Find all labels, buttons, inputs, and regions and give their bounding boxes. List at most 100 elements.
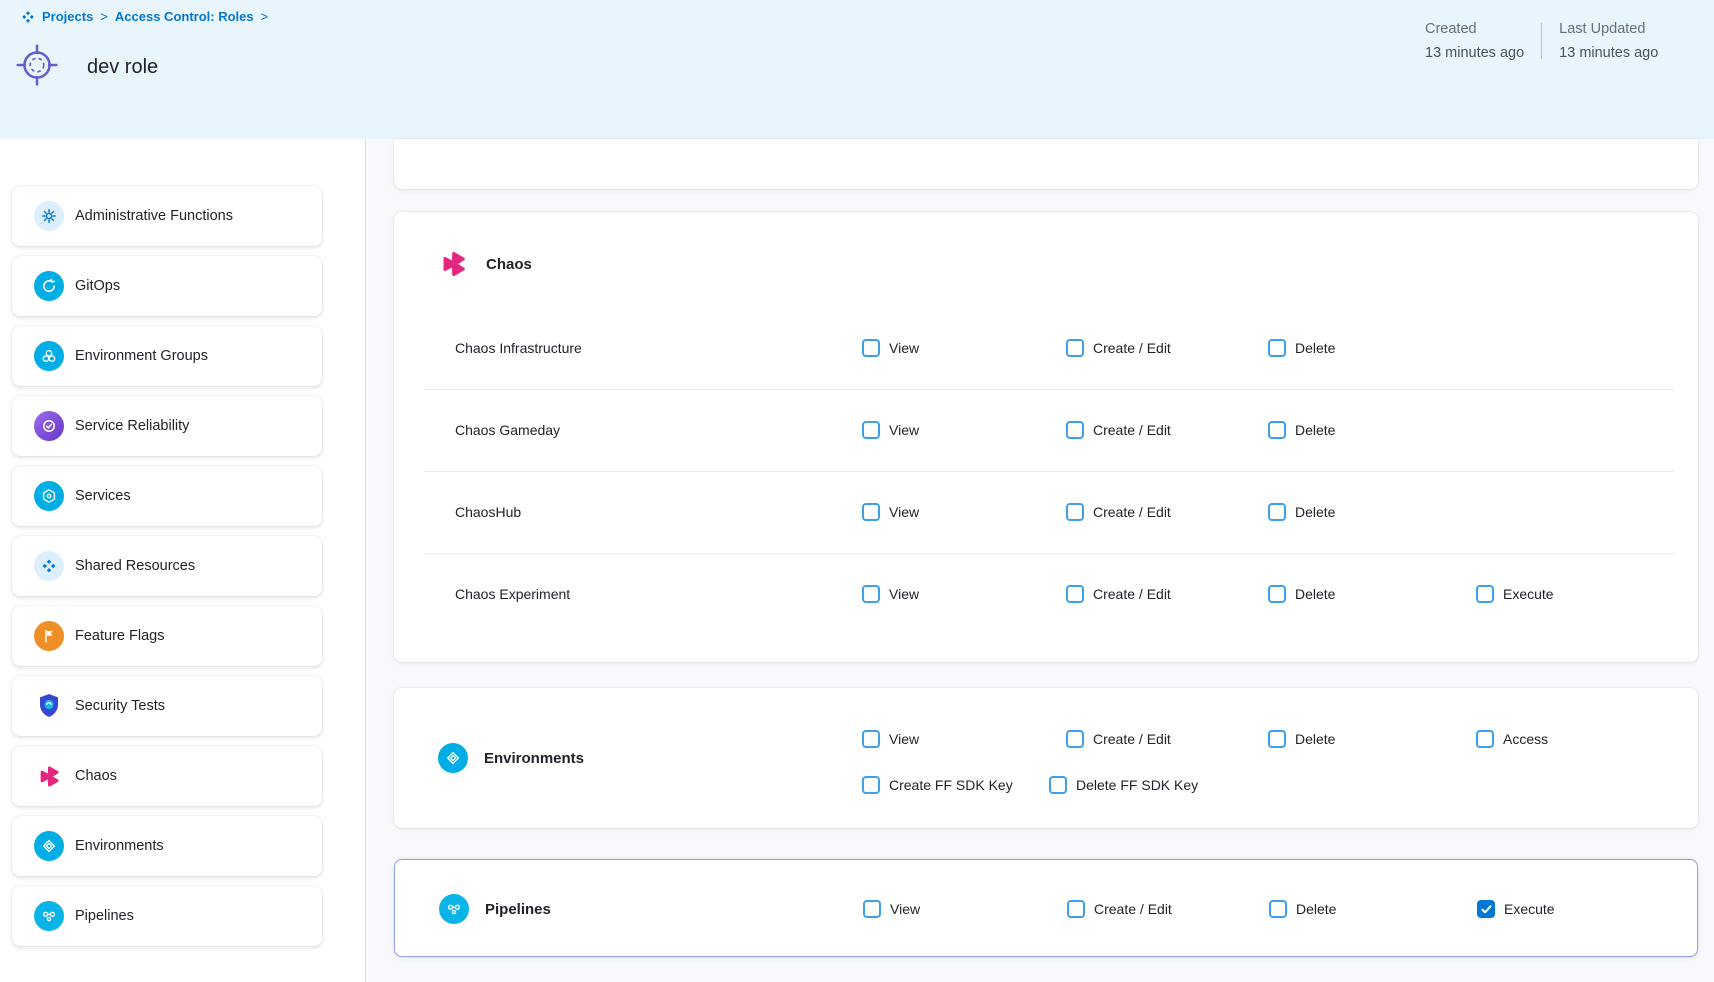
flag-icon [34,621,64,651]
breadcrumb-link-access-control-roles[interactable]: Access Control: Roles [114,9,254,24]
checkbox-chaos-experiment-delete[interactable] [1268,585,1286,603]
sidebar-item-feature-flags[interactable]: Feature Flags [12,606,322,666]
sidebar-item-chaos[interactable]: Chaos [12,746,322,806]
checkbox-chaos-infrastructure-create-edit[interactable] [1066,339,1084,357]
perm-chaoshub-view[interactable]: View [862,503,919,521]
sidebar-item-label: Chaos [75,768,117,784]
permissions-main: Chaos Chaos Infrastructure View Create / Ed… [367,139,1714,982]
checkbox-label: Execute [1503,586,1554,602]
sidebar-item-label: GitOps [75,278,121,294]
resource-label: Chaos Infrastructure [455,340,582,356]
sidebar-item-label: Environments [75,838,164,854]
checkbox-label: Create / Edit [1093,504,1171,520]
pipelines-icon [439,894,469,924]
perm-environments-delete-ff-sdk-key[interactable]: Delete FF SDK Key [1049,776,1198,794]
checkbox-environments-view[interactable] [862,730,880,748]
perm-pipelines-view[interactable]: View [863,900,920,918]
checkbox-label: Create / Edit [1093,586,1171,602]
perm-chaos-experiment-create-edit[interactable]: Create / Edit [1066,585,1171,603]
sidebar-item-environments[interactable]: Environments [12,816,322,876]
checkbox-label: Create FF SDK Key [889,777,1013,793]
checkbox-chaos-infrastructure-delete[interactable] [1268,339,1286,357]
sidebar-item-security-tests[interactable]: Security Tests [12,676,322,736]
perm-pipelines-execute[interactable]: Execute [1477,900,1555,918]
env-groups-icon [34,341,64,371]
perm-chaos-infrastructure-delete[interactable]: Delete [1268,339,1335,357]
page-title: dev role [87,56,159,78]
sidebar-item-label: Service Reliability [75,418,190,434]
checkbox-label: View [889,504,920,520]
resource-sidebar: Administrative Functions GitOps Environmen… [0,139,366,982]
permission-sections: Chaos Chaos Infrastructure View Create / Ed… [367,212,1714,957]
checkbox-pipelines-delete[interactable] [1269,900,1287,918]
perm-chaos-gameday-view[interactable]: View [862,421,919,439]
chaos-icon [34,761,64,791]
checkbox-label: Access [1503,731,1549,747]
checkbox-environments-create-ff-sdk-key[interactable] [862,776,880,794]
checkbox-environments-access[interactable] [1476,730,1494,748]
sidebar-item-services[interactable]: Services [12,466,322,526]
checkbox-pipelines-create-edit[interactable] [1067,900,1085,918]
perm-chaos-experiment-view[interactable]: View [862,585,919,603]
checkbox-label: Delete [1295,586,1336,602]
perm-chaos-experiment-delete[interactable]: Delete [1268,585,1335,603]
checkbox-chaos-gameday-delete[interactable] [1268,421,1286,439]
checkbox-label: View [889,731,920,747]
perm-chaos-experiment-execute[interactable]: Execute [1476,585,1554,603]
checkbox-chaoshub-view[interactable] [862,503,880,521]
perm-chaos-infrastructure-view[interactable]: View [862,339,919,357]
checkbox-chaos-experiment-view[interactable] [862,585,880,603]
checkbox-chaoshub-delete[interactable] [1268,503,1286,521]
checkbox-label: Delete [1295,340,1336,356]
checkbox-environments-create-edit[interactable] [1066,730,1084,748]
section-title-chaos: Chaos [486,255,532,273]
perm-environments-access[interactable]: Access [1476,730,1548,748]
sidebar-item-pipelines[interactable]: Pipelines [12,886,322,946]
perm-pipelines-delete[interactable]: Delete [1269,900,1336,918]
sidebar-item-service-reliability[interactable]: Service Reliability [12,396,322,456]
perm-chaoshub-delete[interactable]: Delete [1268,503,1335,521]
checkbox-chaoshub-create-edit[interactable] [1066,503,1084,521]
section-title-pipelines: Pipelines [485,900,551,918]
checkbox-pipelines-view[interactable] [863,900,881,918]
perm-chaos-gameday-create-edit[interactable]: Create / Edit [1066,421,1171,439]
perm-environments-view[interactable]: View [862,730,919,748]
last-updated-label: Last Updated [1559,21,1646,37]
checkbox-label: Create / Edit [1093,422,1171,438]
section-header: Chaos [438,248,532,280]
chaos-icon [438,248,470,280]
checkbox-chaos-experiment-execute[interactable] [1476,585,1494,603]
gitops-icon [34,271,64,301]
checkbox-label: Execute [1504,901,1555,917]
checkbox-chaos-experiment-create-edit[interactable] [1066,585,1084,603]
sidebar-item-label: Services [75,488,131,504]
sidebar-item-environment-groups[interactable]: Environment Groups [12,326,322,386]
perm-environments-create-ff-sdk-key[interactable]: Create FF SDK Key [862,776,1013,794]
sidebar-item-gitops[interactable]: GitOps [12,256,322,316]
sidebar-item-administrative-functions[interactable]: Administrative Functions [12,186,322,246]
perm-environments-delete[interactable]: Delete [1268,730,1335,748]
sidebar-item-label: Security Tests [75,698,165,714]
perm-chaoshub-create-edit[interactable]: Create / Edit [1066,503,1171,521]
breadcrumb-link-projects[interactable]: Projects [42,9,94,24]
perm-chaos-infrastructure-create-edit[interactable]: Create / Edit [1066,339,1171,357]
created-label: Created [1425,21,1477,37]
checkbox-environments-delete-ff-sdk-key[interactable] [1049,776,1067,794]
section-header: Environments [438,743,584,773]
meta-divider [1541,23,1543,59]
permission-rows: Chaos Infrastructure View Create / Edit Del… [394,307,1698,635]
section-card-pipelines: Pipelines View Create / Edit Delete Execute [394,859,1698,957]
permission-row-chaos-gameday: Chaos Gameday View Create / Edit Delete [394,389,1698,471]
checkbox-chaos-gameday-create-edit[interactable] [1066,421,1084,439]
role-target-icon [14,42,60,93]
checkbox-label: View [889,340,920,356]
perm-chaos-gameday-delete[interactable]: Delete [1268,421,1335,439]
checkbox-pipelines-execute[interactable] [1477,900,1495,918]
perm-environments-create-edit[interactable]: Create / Edit [1066,730,1171,748]
checkbox-chaos-infrastructure-view[interactable] [862,339,880,357]
permission-line: Create FF SDK Key Delete FF SDK Key [394,775,1698,795]
sidebar-item-shared-resources[interactable]: Shared Resources [12,536,322,596]
perm-pipelines-create-edit[interactable]: Create / Edit [1067,900,1172,918]
checkbox-environments-delete[interactable] [1268,730,1286,748]
checkbox-chaos-gameday-view[interactable] [862,421,880,439]
